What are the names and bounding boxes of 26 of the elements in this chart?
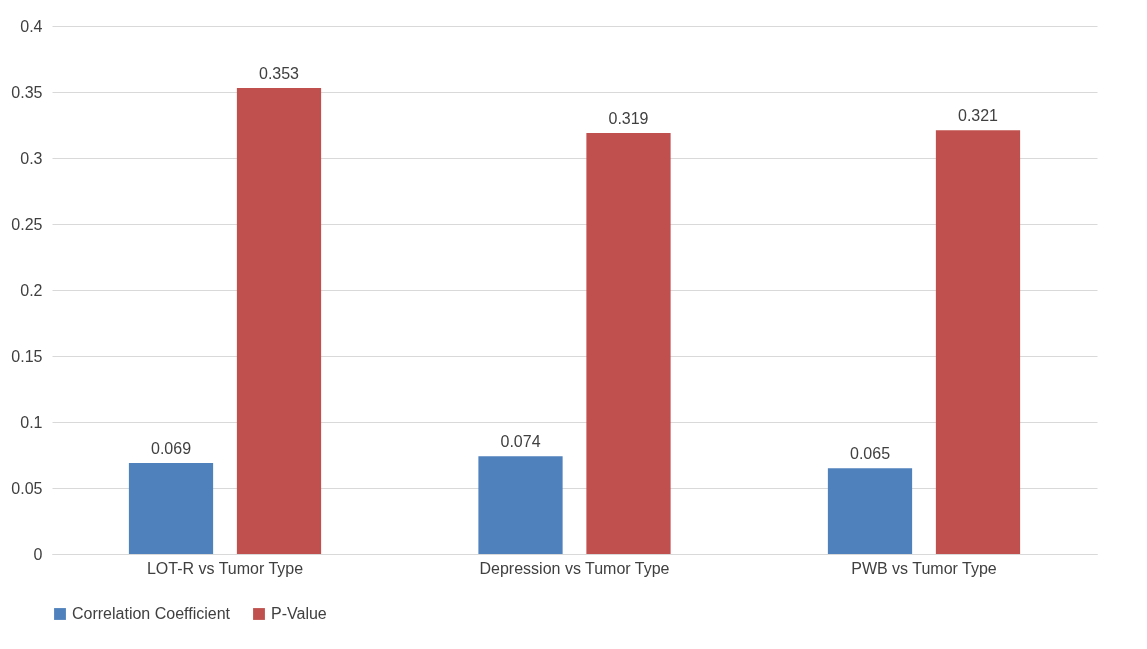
y-tick-label: 0.3 [20, 149, 43, 167]
bar [236, 88, 322, 554]
y-tick-label: 0.1 [20, 413, 43, 431]
y-tick-label: 0.15 [11, 347, 43, 365]
x-tick-label: PWB vs Tumor Type [851, 559, 997, 577]
x-tick-label: LOT-R vs Tumor Type [146, 559, 304, 577]
data-label: 0.353 [258, 65, 300, 83]
y-tick-label: 0 [33, 545, 43, 563]
bar [478, 456, 563, 554]
bar [128, 462, 214, 554]
data-label: 0.321 [957, 107, 999, 125]
legend-label: Correlation Coefficient [72, 605, 231, 622]
bar [586, 132, 671, 554]
data-label: 0.319 [608, 109, 649, 127]
data-label: 0.065 [849, 445, 891, 463]
y-tick-label: 0.25 [11, 215, 43, 233]
bar [827, 468, 913, 554]
y-tick-label: 0.35 [11, 83, 43, 101]
data-label: 0.069 [150, 439, 192, 457]
y-tick-label: 0.4 [20, 17, 43, 35]
y-tick-label: 0.05 [11, 479, 43, 497]
bar [935, 130, 1021, 554]
legend-label: P-Value [271, 605, 327, 622]
x-tick-label: Depression vs Tumor Type [479, 559, 670, 577]
data-label: 0.074 [500, 433, 541, 451]
y-tick-label: 0.2 [20, 281, 43, 299]
